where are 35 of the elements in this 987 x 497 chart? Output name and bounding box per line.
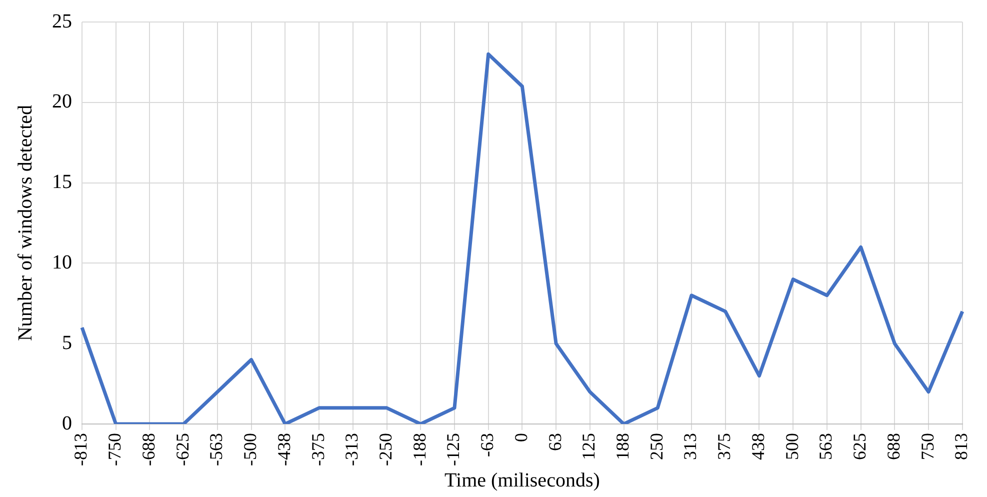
x-tick-label: -688 <box>138 433 158 466</box>
x-tick-label: -313 <box>342 433 362 466</box>
x-tick-label: 188 <box>612 433 633 460</box>
x-tick-label: 125 <box>578 433 599 460</box>
x-tick-label: 313 <box>680 433 700 460</box>
x-tick-label: -625 <box>172 433 192 466</box>
x-tick-label: -188 <box>409 433 430 466</box>
x-tick-label: -500 <box>240 433 260 466</box>
x-tick-label: -375 <box>308 433 328 466</box>
y-tick-label: 5 <box>62 332 72 354</box>
x-tick-label: 438 <box>748 433 768 460</box>
x-tick-label: 63 <box>544 433 565 452</box>
x-tick-label: -563 <box>206 433 226 466</box>
y-tick-label: 25 <box>52 10 72 32</box>
x-tick-label: -250 <box>375 433 396 466</box>
x-tick-label: -813 <box>70 433 91 466</box>
y-axis-title: Number of windows detected <box>14 104 36 342</box>
x-tick-label: 0 <box>510 433 531 442</box>
x-tick-label: 500 <box>782 433 802 460</box>
x-tick-label: 625 <box>850 433 870 460</box>
x-tick-label: -438 <box>274 433 294 466</box>
x-tick-label: 750 <box>917 433 938 460</box>
x-tick-label: 563 <box>816 433 836 460</box>
x-tick-label: -125 <box>443 433 464 466</box>
y-tick-label: 20 <box>52 90 72 113</box>
x-tick-label: 250 <box>646 433 666 460</box>
x-tick-label: 688 <box>883 433 904 460</box>
x-tick-label: -63 <box>477 433 498 458</box>
y-tick-label: 15 <box>52 171 72 194</box>
x-tick-label: 375 <box>714 433 734 460</box>
y-tick-label: 0 <box>62 412 72 434</box>
x-tick-label: 813 <box>951 433 972 460</box>
x-tick-label: -750 <box>104 433 125 466</box>
y-tick-label: 10 <box>52 251 72 274</box>
x-axis-title: Time (miliseconds) <box>444 469 600 492</box>
